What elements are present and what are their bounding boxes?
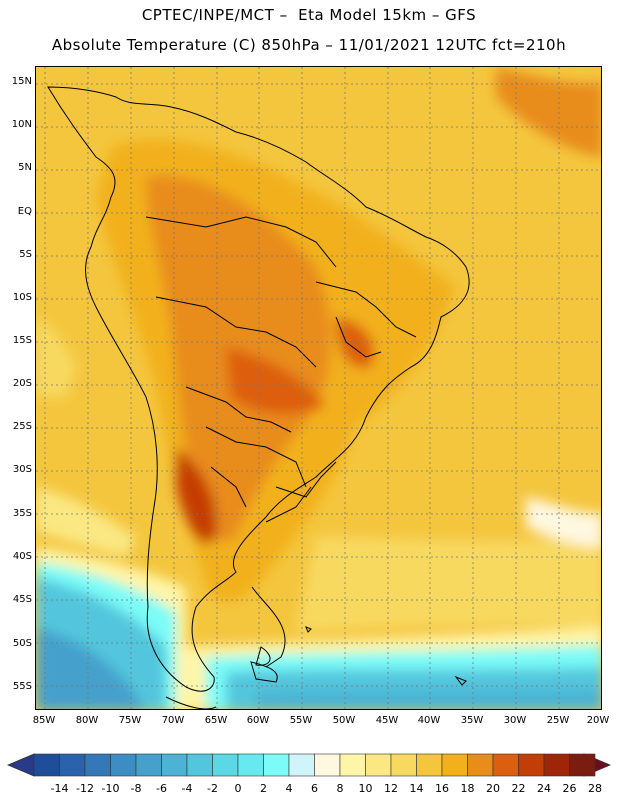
- colorbar: [6, 753, 612, 777]
- colorbar-tick-label: 22: [511, 782, 526, 795]
- lon-label: 85W: [32, 715, 56, 726]
- colorbar-cell: [314, 753, 341, 777]
- lon-label: 55W: [289, 715, 313, 726]
- colorbar-tick-label: 2: [260, 782, 267, 795]
- lat-label: 45S: [12, 594, 32, 605]
- colorbar-tick-label: 18: [460, 782, 475, 795]
- colorbar-tick-label: 4: [285, 782, 293, 795]
- lat-label: 25S: [12, 421, 32, 432]
- colorbar-tick-label: 20: [486, 782, 500, 795]
- lat-label: 10N: [11, 119, 32, 130]
- colorbar-tick-label: 0: [234, 782, 242, 795]
- lat-label: 50S: [12, 638, 32, 649]
- colorbar-tick-label: -14: [50, 782, 69, 795]
- lat-label: 5S: [19, 249, 32, 260]
- lon-label: 30W: [503, 715, 527, 726]
- lon-label: 70W: [161, 715, 185, 726]
- colorbar-tick-label: 26: [562, 782, 577, 795]
- colorbar-cell: [212, 753, 239, 777]
- colorbar-cell: [33, 753, 60, 777]
- colorbar-tick-label: 8: [336, 782, 344, 795]
- lat-label: 35S: [12, 508, 32, 519]
- lon-label: 25W: [546, 715, 570, 726]
- colorbar-cell: [441, 753, 468, 777]
- colorbar-cell: [288, 753, 315, 777]
- colorbar-tick-label: 14: [409, 782, 424, 795]
- map-panel: [35, 66, 602, 710]
- colorbar-cell: [390, 753, 417, 777]
- colorbar-cell: [416, 753, 443, 777]
- temperature-map: [36, 67, 601, 709]
- continent-outline: [47, 86, 470, 709]
- colorbar-tick-label: -4: [181, 782, 193, 795]
- colorbar-cell: [237, 753, 264, 777]
- colorbar-cell: [84, 753, 111, 777]
- colorbar-cell: [59, 753, 86, 777]
- colorbar-tick-label: 10: [358, 782, 373, 795]
- lat-label: 15N: [11, 76, 32, 87]
- colorbar-cell: [110, 753, 137, 777]
- colorbar-cells: [33, 753, 596, 777]
- colorbar-cell: [263, 753, 290, 777]
- colorbar-tick-label: -2: [207, 782, 218, 795]
- lon-label: 40W: [417, 715, 441, 726]
- colorbar-cell: [339, 753, 366, 777]
- lat-label: 20S: [12, 378, 32, 389]
- map-title-line1: CPTEC/INPE/MCT – Eta Model 15km – GFS: [141, 6, 477, 24]
- lat-label: 30S: [12, 464, 32, 475]
- lat-label: 10S: [12, 292, 32, 303]
- colorbar-cell: [569, 753, 596, 777]
- colorbar-cell: [518, 753, 545, 777]
- lon-label: 50W: [332, 715, 356, 726]
- map-title-line2: Absolute Temperature (C) 850hPa – 11/01/…: [51, 36, 567, 54]
- lat-label: 5N: [18, 162, 32, 173]
- lat-label: 40S: [12, 551, 32, 562]
- colorbar-tick-label: 28: [588, 782, 602, 795]
- lon-label: 80W: [75, 715, 99, 726]
- lat-label: EQ: [17, 206, 32, 217]
- colorbar-under-arrow: [6, 753, 35, 777]
- lon-label: 75W: [118, 715, 142, 726]
- colorbar-tick-label: 24: [537, 782, 551, 795]
- lat-label: 55S: [12, 681, 32, 692]
- temperature-field: [36, 67, 601, 709]
- colorbar-cell: [543, 753, 570, 777]
- colorbar-tick-label: 6: [311, 782, 318, 795]
- lon-label: 20W: [586, 715, 610, 726]
- lon-label: 60W: [246, 715, 270, 726]
- lon-label: 65W: [204, 715, 228, 726]
- colorbar-tick-label: -12: [76, 782, 94, 795]
- lon-label: 35W: [460, 715, 484, 726]
- colorbar-tick-label: -8: [130, 782, 142, 795]
- colorbar-cell: [492, 753, 519, 777]
- colorbar-tick-label: 16: [435, 782, 449, 795]
- colorbar-cell: [135, 753, 162, 777]
- colorbar-tick-label: 12: [384, 782, 398, 795]
- colorbar-cell: [186, 753, 213, 777]
- lat-label: 15S: [12, 335, 32, 346]
- lon-label: 45W: [375, 715, 399, 726]
- colorbar-cell: [467, 753, 494, 777]
- colorbar-cell: [365, 753, 392, 777]
- colorbar-cell: [161, 753, 188, 777]
- map-gridlines: [36, 67, 601, 709]
- colorbar-tick-label: -10: [101, 782, 120, 795]
- colorbar-tick-label: -6: [156, 782, 167, 795]
